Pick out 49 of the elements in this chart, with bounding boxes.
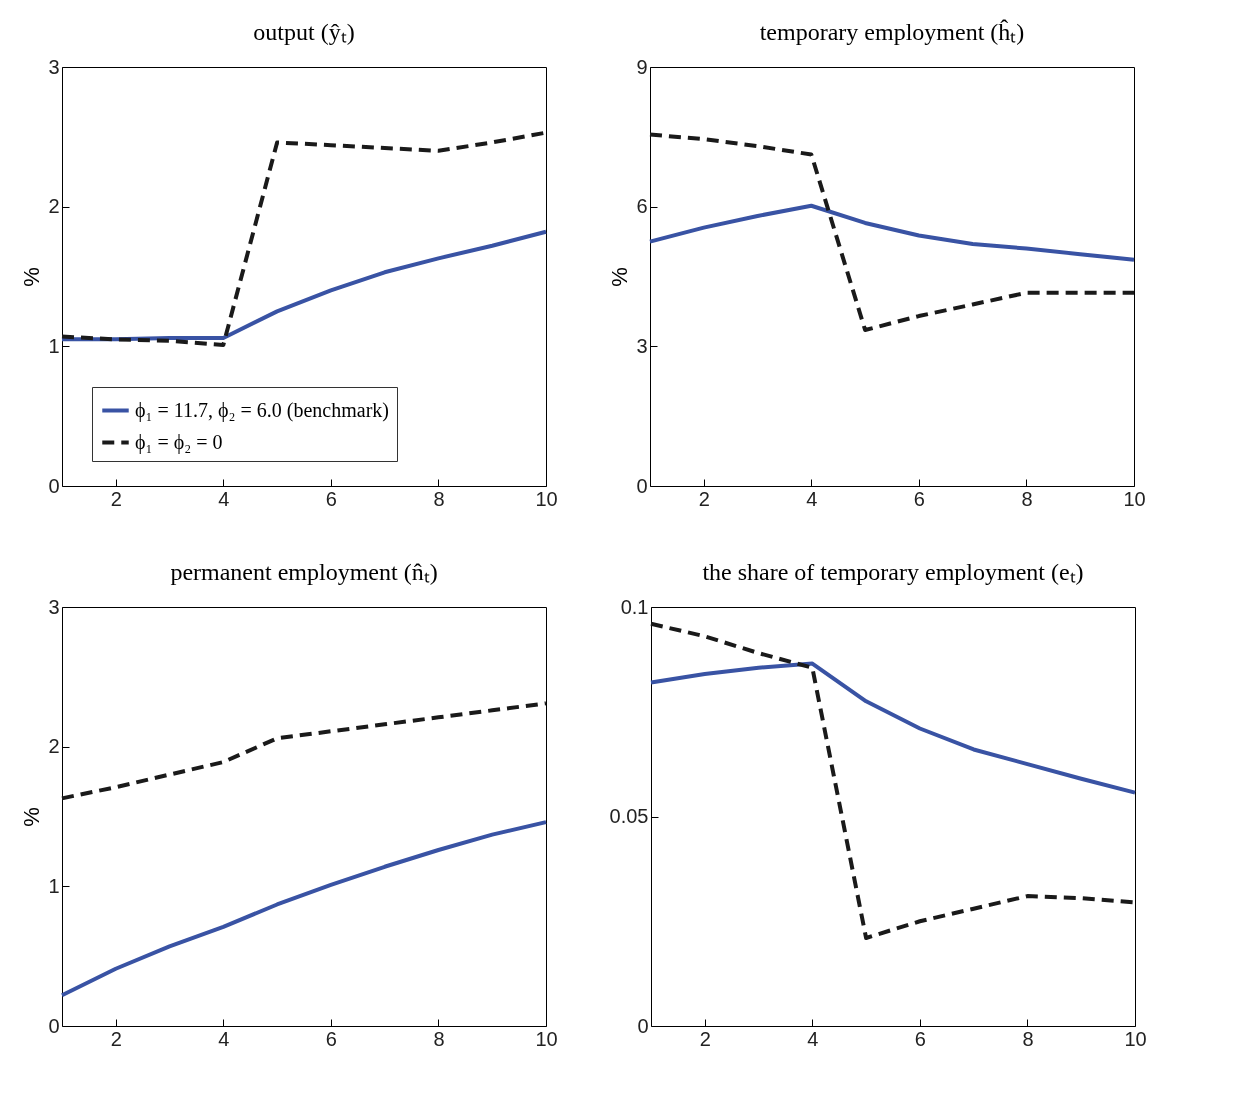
y-axis-title: % bbox=[607, 267, 633, 287]
y-tick-label: 2 bbox=[48, 195, 60, 218]
x-tick-label: 8 bbox=[1021, 487, 1033, 510]
y-tick-label: 3 bbox=[48, 55, 60, 78]
x-tick-label: 10 bbox=[535, 1027, 558, 1050]
y-tick-label: 2 bbox=[48, 735, 60, 758]
chart-title: the share of temporary employment (eₜ) bbox=[702, 559, 1084, 585]
x-tick-label: 10 bbox=[1123, 487, 1146, 510]
x-tick-label: 2 bbox=[110, 1027, 122, 1050]
chart-title: temporary employment (ĥₜ) bbox=[759, 19, 1025, 45]
y-tick-label: 9 bbox=[636, 55, 648, 78]
y-tick-label: 0.1 bbox=[620, 595, 649, 618]
x-tick-label: 8 bbox=[433, 487, 445, 510]
x-tick-label: 8 bbox=[433, 1027, 445, 1050]
y-tick-label: 6 bbox=[636, 195, 648, 218]
y-axis-title: % bbox=[19, 807, 45, 827]
x-tick-label: 4 bbox=[218, 487, 230, 510]
line-series bbox=[648, 132, 1136, 333]
line-series bbox=[648, 203, 1136, 262]
y-tick-label: 3 bbox=[636, 334, 648, 357]
y-axis-title: % bbox=[19, 267, 45, 287]
x-tick-label: 4 bbox=[807, 1027, 819, 1050]
x-tick-label: 6 bbox=[913, 487, 925, 510]
y-tick-label: 1 bbox=[48, 874, 60, 897]
line-series bbox=[60, 820, 548, 998]
x-tick-label: 8 bbox=[1022, 1027, 1034, 1050]
line-series bbox=[60, 701, 548, 801]
x-tick-label: 10 bbox=[535, 487, 558, 510]
x-tick-label: 4 bbox=[218, 1027, 230, 1050]
y-tick-label: 0 bbox=[48, 474, 60, 497]
y-tick-label: 0 bbox=[636, 474, 648, 497]
chart-title: output (ŷₜ) bbox=[253, 19, 355, 45]
y-tick-label: 1 bbox=[48, 334, 60, 357]
x-tick-label: 6 bbox=[914, 1027, 926, 1050]
x-tick-label: 4 bbox=[806, 487, 818, 510]
y-tick-label: 0.05 bbox=[609, 805, 649, 827]
x-tick-label: 2 bbox=[110, 487, 122, 510]
legend-label: ϕ₁ = 11.7, ϕ₂ = 6.0 (benchmark) bbox=[135, 398, 389, 422]
legend-label: ϕ₁ = ϕ₂ = 0 bbox=[135, 430, 223, 454]
y-tick-label: 0 bbox=[637, 1014, 649, 1037]
y-tick-label: 3 bbox=[48, 595, 60, 618]
x-tick-label: 6 bbox=[325, 487, 337, 510]
line-series bbox=[649, 661, 1137, 795]
x-tick-label: 6 bbox=[325, 1027, 337, 1050]
x-tick-label: 2 bbox=[699, 1027, 711, 1050]
x-tick-label: 10 bbox=[1124, 1027, 1147, 1050]
x-tick-label: 2 bbox=[698, 487, 710, 510]
y-tick-label: 0 bbox=[48, 1014, 60, 1037]
chart-title: permanent employment (n̂ₜ) bbox=[170, 559, 438, 585]
